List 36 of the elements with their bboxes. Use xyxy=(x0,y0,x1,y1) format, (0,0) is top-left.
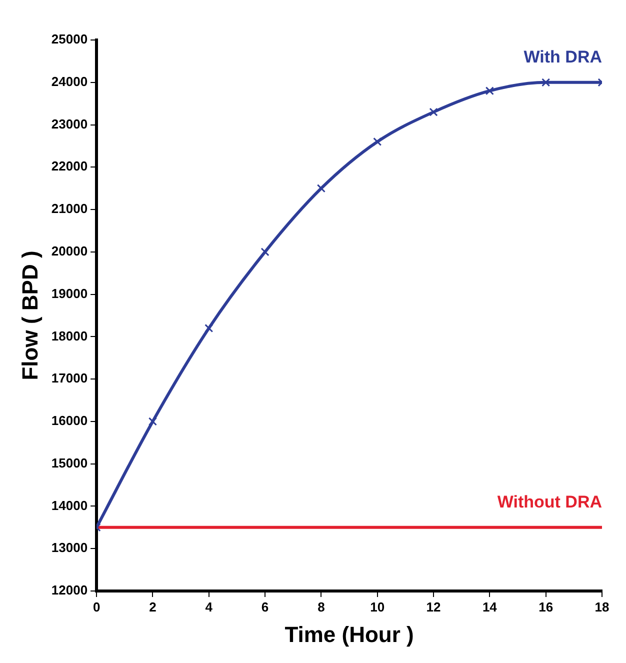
point xyxy=(260,248,270,256)
point xyxy=(316,184,326,193)
x-tick-label: 14 xyxy=(482,599,498,614)
x-tick-label: 10 xyxy=(370,599,385,614)
y-tick-label: 20000 xyxy=(51,244,88,258)
point xyxy=(373,137,382,146)
point xyxy=(542,78,550,87)
y-tick-label: 17000 xyxy=(51,370,88,386)
series-label: Without DRA xyxy=(497,492,602,512)
y-tick-label: 19000 xyxy=(51,286,88,301)
y-tick-label: 16000 xyxy=(51,413,88,428)
point xyxy=(485,86,494,96)
x-tick-label: 2 xyxy=(149,599,156,614)
series-label: With DRA xyxy=(524,48,602,67)
y-tick-label: 23000 xyxy=(51,116,88,132)
x-tick-label: 12 xyxy=(426,599,441,614)
y-tick-label: 13000 xyxy=(51,540,88,556)
x-tick-label: 18 xyxy=(594,599,610,614)
y-tick-label: 25000 xyxy=(51,32,88,47)
x-tick-label: 8 xyxy=(318,599,325,614)
y-tick-label: 22000 xyxy=(51,158,88,174)
x-tick-label: 16 xyxy=(538,599,554,614)
point xyxy=(148,417,157,426)
y-axis-title: Flow ( BPD ) xyxy=(17,250,42,380)
y-tick-label: 12000 xyxy=(51,582,88,598)
x-tick-label: 6 xyxy=(261,599,269,614)
y-tick-label: 18000 xyxy=(51,328,88,344)
x-tick-label: 4 xyxy=(205,599,214,614)
y-tick-label: 21000 xyxy=(51,201,88,216)
x-axis-title: Time (Hour ) xyxy=(284,622,414,647)
point xyxy=(429,108,438,116)
y-tick-label: 24000 xyxy=(51,74,88,89)
y-tick-label: 14000 xyxy=(51,498,88,513)
point xyxy=(204,324,214,332)
x-tick-label: 0 xyxy=(92,599,100,614)
y-tick-label: 15000 xyxy=(51,455,88,470)
